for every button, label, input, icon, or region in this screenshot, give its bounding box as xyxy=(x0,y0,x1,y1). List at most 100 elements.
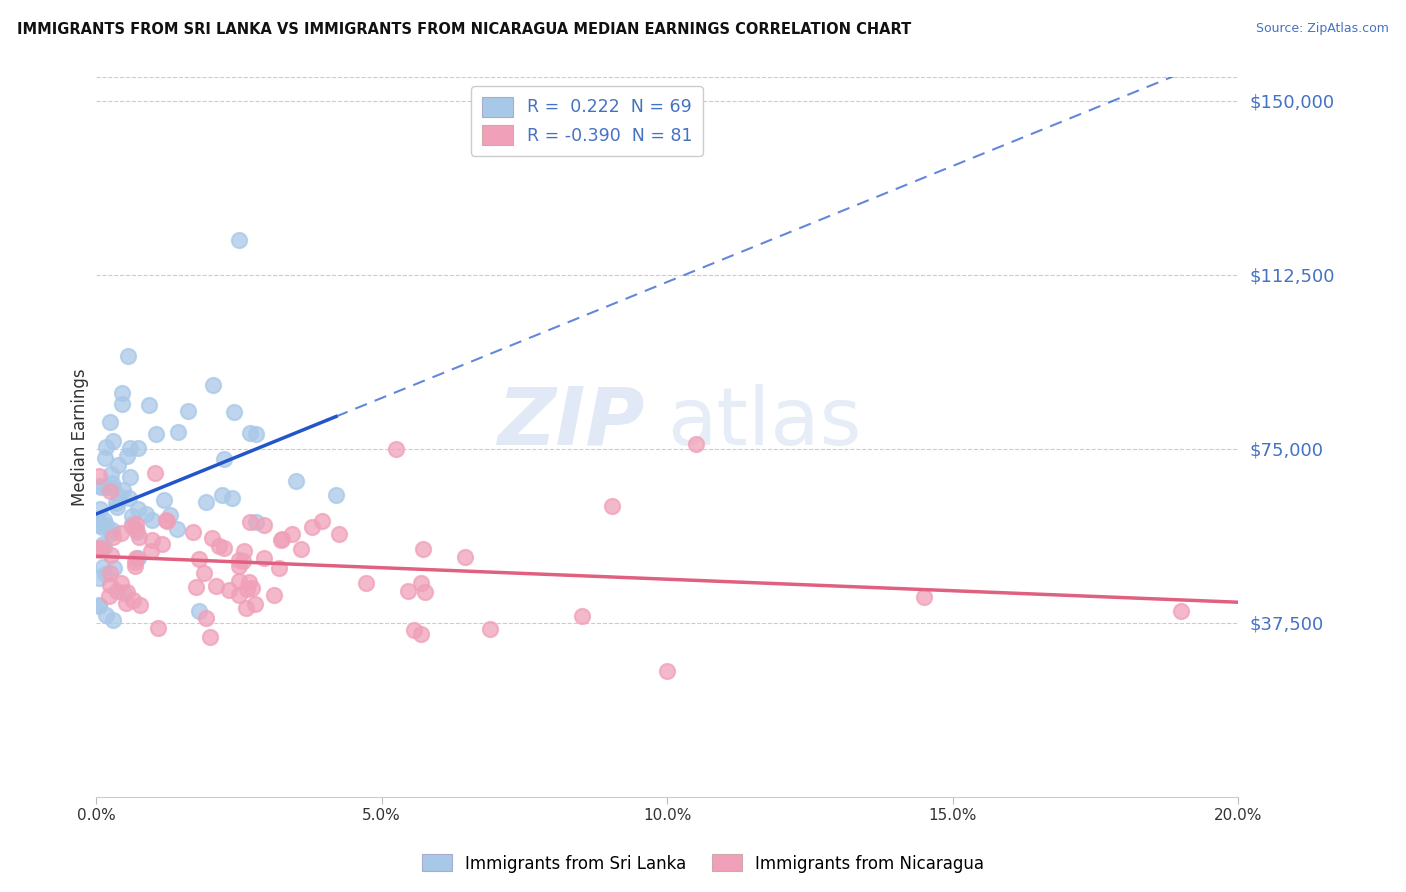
Point xyxy=(221,491,243,505)
Point xyxy=(232,554,254,568)
Point xyxy=(94,607,117,622)
Text: Source: ZipAtlas.com: Source: ZipAtlas.com xyxy=(1256,22,1389,36)
Point xyxy=(571,608,593,623)
Point xyxy=(100,526,122,541)
Point xyxy=(87,571,110,585)
Point xyxy=(121,593,143,607)
Point xyxy=(208,539,231,553)
Point xyxy=(239,515,262,529)
Point xyxy=(198,630,221,644)
Point xyxy=(101,481,124,495)
Point xyxy=(235,601,257,615)
Point xyxy=(121,518,143,533)
Point xyxy=(96,480,118,494)
Point xyxy=(150,537,173,551)
Point xyxy=(253,551,276,566)
Point xyxy=(89,502,111,516)
Point xyxy=(128,530,150,544)
Point xyxy=(114,596,136,610)
Point xyxy=(124,558,146,573)
Point xyxy=(240,582,263,596)
Point xyxy=(87,542,110,557)
Point xyxy=(120,441,142,455)
Point xyxy=(127,551,149,566)
Point xyxy=(94,566,117,581)
Text: ZIP: ZIP xyxy=(496,384,644,462)
Point xyxy=(159,508,181,523)
Point xyxy=(146,621,169,635)
Legend: R =  0.222  N = 69, R = -0.390  N = 81: R = 0.222 N = 69, R = -0.390 N = 81 xyxy=(471,87,703,156)
Point xyxy=(600,499,623,513)
Point xyxy=(239,425,262,440)
Point xyxy=(97,589,120,603)
Point xyxy=(107,489,129,503)
Point xyxy=(111,397,134,411)
Point xyxy=(124,555,146,569)
Point xyxy=(912,590,935,604)
Point xyxy=(89,515,111,529)
Point xyxy=(402,623,425,637)
Point xyxy=(100,467,122,481)
Point xyxy=(101,434,124,448)
Point xyxy=(89,479,111,493)
Point xyxy=(141,513,163,527)
Point xyxy=(156,514,179,528)
Point xyxy=(236,582,259,596)
Point xyxy=(127,524,149,539)
Point xyxy=(409,575,432,590)
Point xyxy=(138,398,160,412)
Point xyxy=(271,533,294,547)
Point xyxy=(129,598,152,612)
Point xyxy=(285,474,308,488)
Point xyxy=(91,542,114,557)
Point xyxy=(222,405,245,419)
Point xyxy=(98,483,121,498)
Point xyxy=(396,583,419,598)
Point xyxy=(205,579,228,593)
Point xyxy=(211,488,233,502)
Point xyxy=(354,576,377,591)
Point xyxy=(103,530,125,544)
Point xyxy=(325,488,347,502)
Point xyxy=(111,483,134,497)
Point xyxy=(166,522,188,536)
Point xyxy=(412,541,434,556)
Point xyxy=(103,561,125,575)
Point xyxy=(685,437,707,451)
Point xyxy=(201,531,224,545)
Point xyxy=(100,548,122,562)
Point xyxy=(105,496,128,510)
Point xyxy=(415,585,437,599)
Point xyxy=(118,470,141,484)
Point xyxy=(153,493,176,508)
Point xyxy=(101,524,124,538)
Point xyxy=(96,441,118,455)
Point xyxy=(87,517,110,532)
Point xyxy=(290,542,312,557)
Point xyxy=(311,514,333,528)
Point xyxy=(657,665,679,679)
Legend: Immigrants from Sri Lanka, Immigrants from Nicaragua: Immigrants from Sri Lanka, Immigrants fr… xyxy=(415,847,991,880)
Point xyxy=(184,580,207,594)
Point xyxy=(93,513,115,527)
Point xyxy=(90,480,112,494)
Point xyxy=(245,427,267,442)
Point xyxy=(245,597,267,611)
Point xyxy=(177,404,200,418)
Point xyxy=(117,349,139,363)
Point xyxy=(228,574,250,589)
Point xyxy=(105,584,128,599)
Point xyxy=(110,576,132,591)
Point xyxy=(228,553,250,567)
Point xyxy=(121,517,143,532)
Point xyxy=(103,613,125,627)
Point xyxy=(263,588,285,602)
Point xyxy=(228,559,250,574)
Point xyxy=(93,541,115,555)
Text: IMMIGRANTS FROM SRI LANKA VS IMMIGRANTS FROM NICARAGUA MEDIAN EARNINGS CORRELATI: IMMIGRANTS FROM SRI LANKA VS IMMIGRANTS … xyxy=(17,22,911,37)
Point xyxy=(127,501,149,516)
Point xyxy=(409,626,432,640)
Point xyxy=(253,517,276,532)
Point xyxy=(141,543,163,558)
Point xyxy=(194,494,217,508)
